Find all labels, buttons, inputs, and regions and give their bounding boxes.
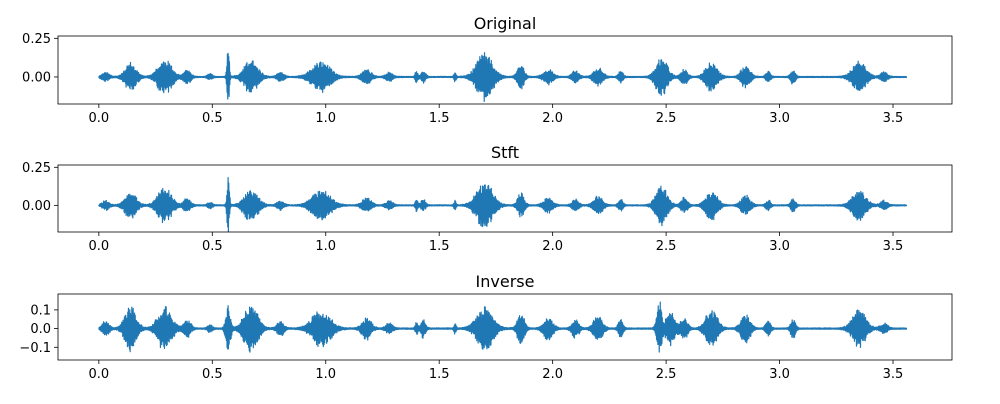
- waveform-series-stft: [98, 177, 908, 232]
- x-tick-label: 3.5: [883, 367, 904, 382]
- x-tick-label: 2.0: [542, 367, 563, 382]
- y-tick-label: 0.00: [22, 199, 51, 214]
- x-tick-label: 3.5: [883, 239, 904, 254]
- y-tick-label: −0.1: [19, 341, 51, 356]
- subplot-title: Original: [474, 14, 537, 33]
- x-tick-label: 1.0: [315, 111, 336, 126]
- subplot-stft: Stft 0.0 0.5 1.0 1.5 2.0 2.5 3.0 3.5 0.25 0.00: [22, 143, 953, 254]
- subplot-title: Inverse: [476, 272, 535, 291]
- x-tick-label: 1.5: [429, 239, 450, 254]
- x-tick-label: 2.0: [542, 111, 563, 126]
- x-tick-label: 1.5: [429, 111, 450, 126]
- x-tick-label: 0.5: [202, 367, 223, 382]
- x-tick-label: 2.5: [656, 239, 677, 254]
- x-tick-label: 1.0: [315, 239, 336, 254]
- x-tick-label: 0.0: [88, 367, 109, 382]
- x-tick-label: 2.5: [656, 367, 677, 382]
- waveform-series-original: [98, 52, 908, 102]
- x-tick-label: 3.5: [883, 111, 904, 126]
- y-tick-label: 0.0: [30, 322, 51, 337]
- x-tick-label: 1.5: [429, 367, 450, 382]
- waveform-series-inverse: [98, 301, 908, 353]
- subplot-original: Original 0.0 0.5 1.0 1.5 2.0 2.5 3.0 3.5 0.25 0.00: [22, 14, 953, 126]
- y-tick-label: 0.1: [30, 303, 51, 318]
- y-tick-label: 0.00: [22, 70, 51, 85]
- x-tick-label: 2.0: [542, 239, 563, 254]
- x-tick-label: 0.5: [202, 111, 223, 126]
- axes-frame: [57, 293, 953, 361]
- x-tick-label: 3.0: [769, 111, 790, 126]
- subplot-inverse: Inverse 0.0 0.5 1.0 1.5 2.0 2.5 3.0 3.5 0.1 0.0 −0.…: [19, 272, 953, 382]
- subplot-title: Stft: [491, 143, 519, 162]
- x-tick-label: 0.5: [202, 239, 223, 254]
- x-tick-label: 3.0: [769, 367, 790, 382]
- x-tick-label: 3.0: [769, 239, 790, 254]
- axes-frame: [57, 35, 953, 105]
- y-tick-label: 0.25: [22, 161, 51, 176]
- y-tick-label: 0.25: [22, 32, 51, 47]
- x-tick-label: 1.0: [315, 367, 336, 382]
- axes-frame: [57, 164, 953, 233]
- x-tick-label: 2.5: [656, 111, 677, 126]
- x-tick-label: 0.0: [88, 239, 109, 254]
- x-tick-label: 0.0: [88, 111, 109, 126]
